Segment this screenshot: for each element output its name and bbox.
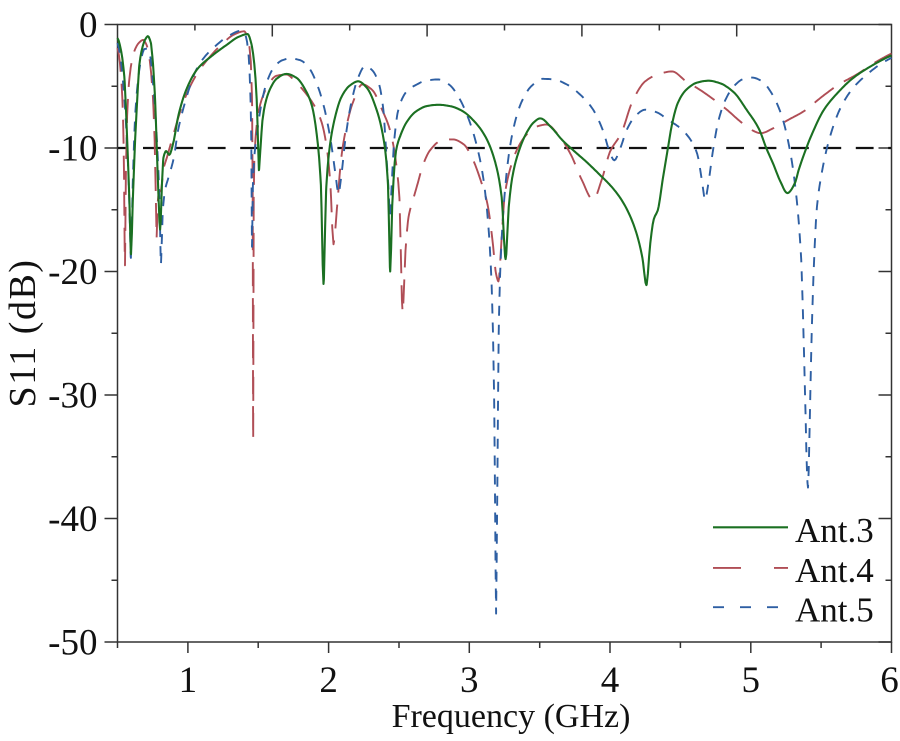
svg-text:2: 2 xyxy=(319,660,338,701)
svg-text:0: 0 xyxy=(79,5,98,46)
svg-text:4: 4 xyxy=(601,660,620,701)
svg-text:-50: -50 xyxy=(48,623,97,664)
svg-text:Ant.5: Ant.5 xyxy=(795,591,874,630)
svg-text:6: 6 xyxy=(880,660,899,701)
svg-text:-40: -40 xyxy=(48,499,97,540)
svg-text:S11 (dB): S11 (dB) xyxy=(2,259,44,408)
svg-text:Ant.3: Ant.3 xyxy=(795,511,874,550)
svg-text:3: 3 xyxy=(460,660,479,701)
svg-text:5: 5 xyxy=(742,660,761,701)
svg-text:-20: -20 xyxy=(48,252,97,293)
svg-text:Frequency (GHz): Frequency (GHz) xyxy=(392,698,631,735)
svg-text:1: 1 xyxy=(179,660,198,701)
svg-text:-10: -10 xyxy=(48,129,97,170)
svg-text:Ant.4: Ant.4 xyxy=(795,551,874,590)
svg-text:-30: -30 xyxy=(48,376,97,417)
